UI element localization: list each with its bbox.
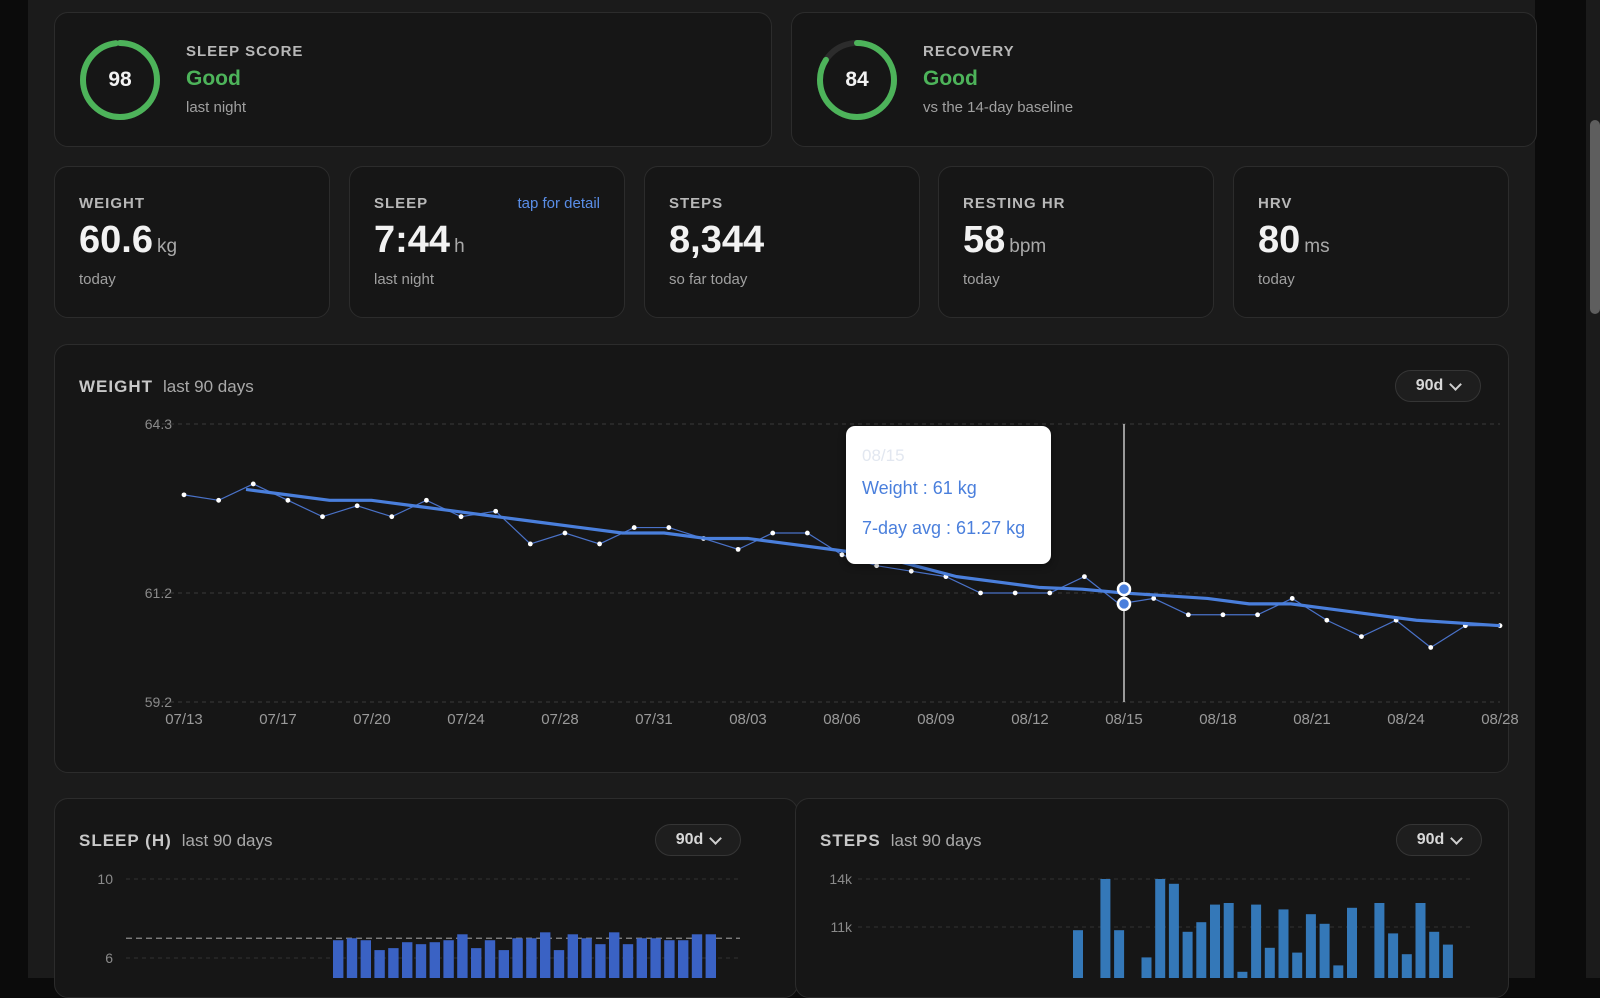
stat-label: WEIGHT [79, 195, 145, 212]
weight-range-dropdown[interactable]: 90d [1395, 370, 1481, 402]
steps-chart-card: STEPS last 90 days 90d [795, 798, 1509, 998]
stat-card-hrv[interactable]: HRV 80 ms today [1233, 166, 1509, 318]
stat-number: 58 [963, 219, 1006, 261]
sleep-score-ring [80, 40, 160, 120]
sleep-chart-card: SLEEP (H) last 90 days 90d [54, 798, 798, 998]
recovery-value: 84 [845, 68, 869, 91]
recovery-card[interactable]: 84 RECOVERY Good vs the 14-day baseline [791, 12, 1537, 147]
tap-for-detail-link[interactable]: tap for detail [517, 195, 600, 212]
stat-unit: bpm [1009, 236, 1047, 257]
stat-value: 58 bpm [963, 219, 1046, 262]
stat-unit: h [454, 236, 465, 257]
chart-title-text: STEPS [820, 831, 881, 850]
sleep-chart-title: SLEEP (H) last 90 days [79, 831, 273, 851]
stat-value: 8,344 [669, 219, 768, 262]
stat-number: 80 [1258, 219, 1301, 261]
weight-chart-card: WEIGHT last 90 days 90d [54, 344, 1509, 773]
range-label: 90d [675, 831, 704, 848]
dashboard-page: 98 SLEEP SCORE Good last night 84 RECOVE… [28, 0, 1537, 998]
tooltip-date: 08/15 [862, 446, 905, 465]
stat-sub: today [1258, 271, 1295, 288]
weight-chart-title: WEIGHT last 90 days [79, 377, 254, 397]
chart-subtitle-text: last 90 days [181, 831, 273, 850]
chart-title-text: WEIGHT [79, 377, 153, 396]
chart-subtitle-text: last 90 days [163, 377, 254, 396]
scrollbar-thumb[interactable] [1590, 120, 1600, 314]
stat-label: STEPS [669, 195, 724, 212]
stat-card-steps[interactable]: STEPS 8,344 so far today [644, 166, 920, 318]
recovery-note: vs the 14-day baseline [923, 99, 1074, 116]
stat-label: HRV [1258, 195, 1293, 212]
stat-number: 7:44 [374, 219, 451, 261]
sleep-score-value: 98 [108, 68, 132, 91]
range-label: 90d [1415, 377, 1444, 394]
sleep-score-card[interactable]: 98 SLEEP SCORE Good last night [54, 12, 772, 147]
stat-value: 7:44 h [374, 219, 465, 262]
weight-tooltip: 08/15 Weight : 61 kg 7-day avg : 61.27 k… [846, 426, 1051, 564]
stat-sub: so far today [669, 271, 748, 288]
sleep-score-note: last night [186, 99, 247, 116]
stat-number: 8,344 [669, 219, 765, 261]
stat-value: 60.6 kg [79, 219, 177, 262]
recovery-label: RECOVERY [923, 43, 1015, 60]
steps-range-dropdown[interactable]: 90d [1396, 824, 1482, 856]
stat-card-weight[interactable]: WEIGHT 60.6 kg today [54, 166, 330, 318]
sleep-range-dropdown[interactable]: 90d [655, 824, 741, 856]
stat-unit: kg [156, 236, 178, 257]
sleep-score-label: SLEEP SCORE [186, 43, 304, 60]
range-label: 90d [1416, 831, 1445, 848]
recovery-ring [817, 40, 897, 120]
stat-unit: ms [1304, 236, 1330, 257]
recovery-status: Good [923, 67, 978, 90]
stat-sub: today [79, 271, 116, 288]
sleep-score-status: Good [186, 67, 241, 90]
stat-card-resting-hr[interactable]: RESTING HR 58 bpm today [938, 166, 1214, 318]
chevron-down-icon [1450, 831, 1464, 845]
chart-subtitle-text: last 90 days [890, 831, 982, 850]
stat-sub: today [963, 271, 1000, 288]
stat-sub: last night [374, 271, 435, 288]
tooltip-weight: Weight : 61 kg [862, 478, 977, 498]
chevron-down-icon [709, 831, 723, 845]
stat-label: SLEEP [374, 195, 429, 212]
stat-value: 80 ms [1258, 219, 1330, 262]
chart-title-text: SLEEP (H) [79, 831, 172, 850]
stat-card-sleep[interactable]: SLEEP tap for detail 7:44 h last night [349, 166, 625, 318]
steps-chart-title: STEPS last 90 days [820, 831, 981, 851]
stat-label: RESTING HR [963, 195, 1066, 212]
chevron-down-icon [1449, 377, 1463, 391]
tooltip-avg: 7-day avg : 61.27 kg [862, 518, 1026, 538]
stat-number: 60.6 [79, 219, 153, 261]
